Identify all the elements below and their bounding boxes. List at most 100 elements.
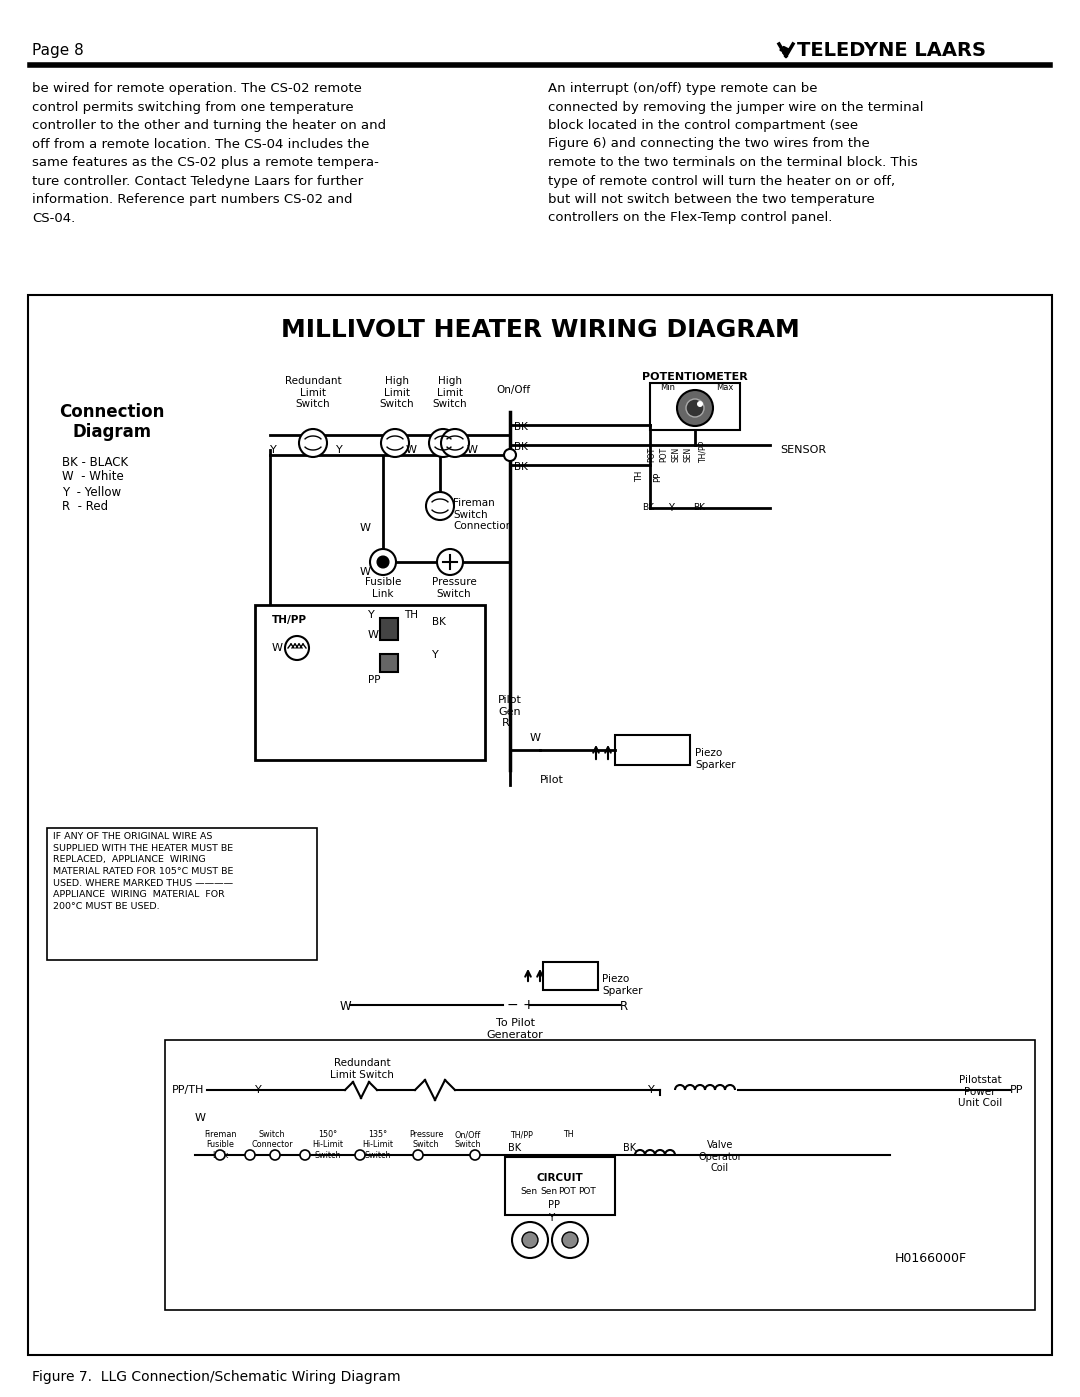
Circle shape xyxy=(677,390,713,426)
Text: W  - White: W - White xyxy=(62,471,124,483)
Text: PP/TH: PP/TH xyxy=(172,1085,204,1095)
Text: PP: PP xyxy=(653,472,662,482)
Text: W: W xyxy=(406,446,417,455)
Text: Sen: Sen xyxy=(519,1187,537,1196)
Text: 150°
Hi-Limit
Switch: 150° Hi-Limit Switch xyxy=(312,1130,343,1160)
Text: Y: Y xyxy=(336,446,342,455)
Text: Y: Y xyxy=(255,1085,261,1095)
Circle shape xyxy=(552,1222,588,1259)
Text: SEN: SEN xyxy=(672,447,680,462)
Circle shape xyxy=(299,429,327,457)
Text: TH: TH xyxy=(404,610,418,620)
Bar xyxy=(650,383,740,430)
Text: CIRCUIT: CIRCUIT xyxy=(537,1173,583,1183)
Text: BK: BK xyxy=(693,503,705,513)
Text: W: W xyxy=(467,446,478,455)
Text: BK: BK xyxy=(642,503,654,513)
Text: Y: Y xyxy=(669,503,674,513)
Text: Page 8: Page 8 xyxy=(32,42,84,57)
Circle shape xyxy=(381,429,409,457)
Text: TH: TH xyxy=(563,1130,573,1139)
Text: PP: PP xyxy=(1010,1085,1024,1095)
Text: H0166000F: H0166000F xyxy=(895,1252,967,1264)
Text: Connection: Connection xyxy=(59,402,164,420)
Text: On/Off
Switch: On/Off Switch xyxy=(455,1130,482,1150)
Text: BK: BK xyxy=(514,441,528,453)
Text: Diagram: Diagram xyxy=(72,423,151,441)
Circle shape xyxy=(441,429,469,457)
Text: W: W xyxy=(360,567,372,577)
Circle shape xyxy=(522,1232,538,1248)
Bar xyxy=(380,617,399,640)
Text: W: W xyxy=(195,1113,206,1123)
Text: Y: Y xyxy=(648,1085,654,1095)
Text: Pilotstat
Power
Unit Coil: Pilotstat Power Unit Coil xyxy=(958,1076,1002,1108)
Text: Pilot: Pilot xyxy=(540,775,564,785)
Circle shape xyxy=(437,549,463,576)
Text: Y: Y xyxy=(270,446,276,455)
Text: TH/PP: TH/PP xyxy=(699,440,707,462)
Circle shape xyxy=(562,1232,578,1248)
Text: W: W xyxy=(360,522,372,534)
Bar xyxy=(543,963,598,990)
Circle shape xyxy=(429,429,457,457)
Text: +: + xyxy=(523,997,535,1011)
Text: SENSOR: SENSOR xyxy=(780,446,826,455)
Circle shape xyxy=(370,549,396,576)
Text: Valve
Operator
Coil: Valve Operator Coil xyxy=(698,1140,742,1173)
Text: Redundant
Limit Switch: Redundant Limit Switch xyxy=(330,1058,394,1080)
Circle shape xyxy=(426,492,454,520)
Circle shape xyxy=(270,1150,280,1160)
Text: POT: POT xyxy=(578,1187,596,1196)
Text: On/Off: On/Off xyxy=(496,386,530,395)
Text: TH/PP: TH/PP xyxy=(511,1130,534,1139)
Text: R: R xyxy=(502,718,510,728)
Text: Redundant
Limit
Switch: Redundant Limit Switch xyxy=(285,376,341,409)
Text: W: W xyxy=(272,643,283,652)
Text: Pressure
Switch: Pressure Switch xyxy=(409,1130,443,1150)
Circle shape xyxy=(512,1222,548,1259)
Text: Piezo
Sparker: Piezo Sparker xyxy=(696,747,735,770)
Text: To Pilot
Generator: To Pilot Generator xyxy=(487,1018,543,1039)
Text: POT: POT xyxy=(558,1187,576,1196)
Text: PP: PP xyxy=(368,675,380,685)
Text: Pilot
Gen: Pilot Gen xyxy=(498,694,522,717)
Text: Max: Max xyxy=(716,384,733,393)
Text: Pressure
Switch: Pressure Switch xyxy=(432,577,476,598)
Bar xyxy=(28,295,1052,1355)
Text: IF ANY OF THE ORIGINAL WIRE AS
SUPPLIED WITH THE HEATER MUST BE
REPLACED,  APPLI: IF ANY OF THE ORIGINAL WIRE AS SUPPLIED … xyxy=(53,833,233,911)
Circle shape xyxy=(300,1150,310,1160)
Circle shape xyxy=(413,1150,423,1160)
Text: MILLIVOLT HEATER WIRING DIAGRAM: MILLIVOLT HEATER WIRING DIAGRAM xyxy=(281,319,799,342)
Circle shape xyxy=(377,556,389,567)
Text: R: R xyxy=(620,1000,629,1013)
Text: Switch
Connector: Switch Connector xyxy=(252,1130,293,1150)
Text: BK: BK xyxy=(623,1143,636,1153)
Text: BK - BLACK: BK - BLACK xyxy=(62,455,129,468)
Circle shape xyxy=(470,1150,480,1160)
Circle shape xyxy=(245,1150,255,1160)
Text: Y  - Yellow: Y - Yellow xyxy=(62,486,121,499)
Text: BK: BK xyxy=(514,462,528,472)
Text: W: W xyxy=(530,733,541,743)
Text: R  - Red: R - Red xyxy=(62,500,108,514)
Bar xyxy=(48,828,318,960)
Text: PP: PP xyxy=(548,1200,561,1210)
Circle shape xyxy=(686,400,704,416)
Circle shape xyxy=(215,1150,225,1160)
Text: TH: TH xyxy=(635,471,645,482)
Text: BK: BK xyxy=(514,422,528,432)
Text: TELEDYNE LAARS: TELEDYNE LAARS xyxy=(797,41,986,60)
Text: POT: POT xyxy=(648,447,657,462)
Text: Sen: Sen xyxy=(540,1187,557,1196)
Circle shape xyxy=(355,1150,365,1160)
Bar xyxy=(505,1157,615,1215)
Text: Fusible
Link: Fusible Link xyxy=(365,577,401,598)
Text: Y: Y xyxy=(368,610,375,620)
Text: be wired for remote operation. The CS-02 remote
control permits switching from o: be wired for remote operation. The CS-02… xyxy=(32,82,387,225)
Text: Piezo
Sparker: Piezo Sparker xyxy=(602,974,643,996)
Bar xyxy=(255,605,485,760)
Bar xyxy=(615,735,690,766)
Text: SEN: SEN xyxy=(684,447,692,462)
Text: TH/PP: TH/PP xyxy=(272,615,307,624)
